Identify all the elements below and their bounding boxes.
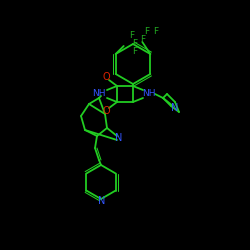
Text: F: F: [129, 32, 134, 40]
Text: F: F: [132, 40, 137, 48]
Text: NH: NH: [142, 90, 156, 98]
Text: F: F: [132, 48, 137, 56]
Text: N: N: [98, 196, 106, 206]
Text: F: F: [140, 34, 145, 43]
Text: O: O: [102, 72, 110, 82]
Text: N: N: [171, 103, 179, 113]
Text: O: O: [102, 106, 110, 116]
Text: N: N: [115, 133, 123, 143]
Text: F: F: [153, 26, 158, 36]
Text: NH: NH: [92, 90, 106, 98]
Text: F: F: [144, 26, 149, 36]
